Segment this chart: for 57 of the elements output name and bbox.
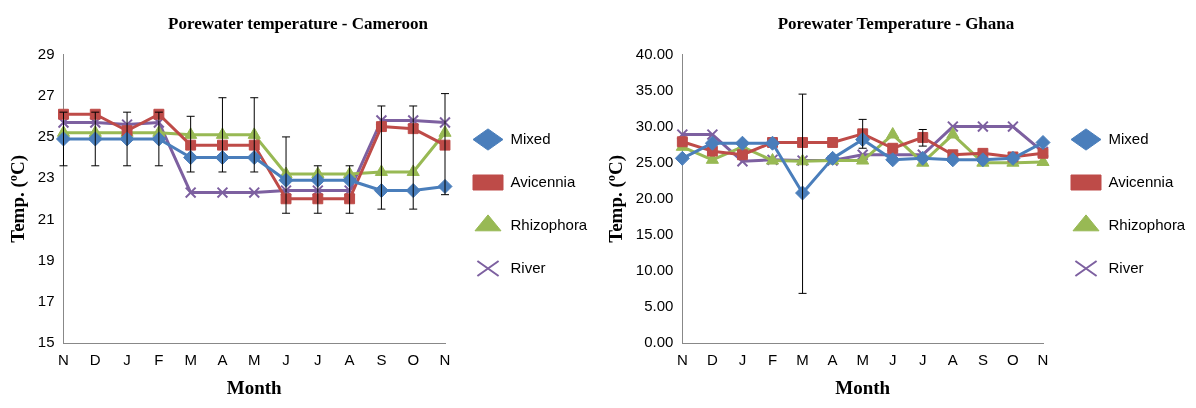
chart-title: Porewater temperature - Cameroon — [168, 13, 429, 33]
x-tick-label: J — [738, 351, 747, 369]
y-tick-label: 35.00 — [635, 80, 674, 98]
x-tick-label: N — [58, 351, 69, 369]
x-axis-title: Month — [835, 376, 891, 398]
x-tick-label: D — [89, 351, 101, 369]
x-tick-label: A — [827, 351, 838, 369]
y-tick-label: 30.00 — [635, 116, 674, 134]
x-tick-label: S — [376, 351, 387, 369]
x-tick-label: N — [439, 351, 451, 369]
y-tick-label: 15.00 — [635, 225, 674, 243]
legend-label: Avicennia — [1108, 172, 1174, 190]
y-axis-title: Temp. (ºC) — [7, 154, 30, 243]
x-tick-label: O — [1007, 351, 1019, 369]
y-tick-label: 25 — [37, 127, 55, 145]
x-axis-title: Month — [226, 376, 283, 398]
legend-label: River — [1108, 258, 1144, 276]
y-tick-label: 23 — [37, 168, 55, 186]
x-tick-label: A — [344, 351, 355, 369]
y-tick-label: 17 — [37, 292, 55, 310]
y-tick-label: 0.00 — [644, 333, 674, 351]
legend-label: Mixed — [510, 129, 551, 147]
x-tick-label: N — [1037, 351, 1049, 369]
x-tick-label: M — [856, 351, 869, 369]
x-tick-label: N — [676, 351, 688, 369]
x-tick-label: F — [154, 351, 164, 369]
legend-label: Mixed — [1108, 129, 1149, 147]
y-tick-label: 20.00 — [635, 188, 674, 206]
x-tick-label: M — [247, 351, 261, 369]
x-tick-label: F — [767, 351, 778, 369]
x-tick-label: O — [407, 351, 420, 369]
y-tick-label: 29 — [37, 44, 55, 62]
x-tick-label: D — [706, 351, 718, 369]
x-tick-label: A — [217, 351, 228, 369]
y-tick-label: 15 — [37, 333, 55, 351]
x-tick-label: A — [947, 351, 958, 369]
legend-label: River — [510, 258, 546, 276]
x-tick-label: J — [919, 351, 927, 369]
x-tick-label: S — [977, 351, 988, 369]
y-tick-label: 19 — [37, 250, 55, 268]
x-tick-label: J — [282, 351, 290, 369]
x-tick-label: J — [314, 351, 322, 369]
x-tick-label: M — [184, 351, 197, 369]
y-tick-label: 40.00 — [635, 44, 674, 62]
x-tick-label: M — [796, 351, 809, 369]
y-tick-label: 25.00 — [635, 152, 674, 170]
legend-label: Avicennia — [510, 172, 576, 190]
chart-title: Porewater Temperature - Ghana — [777, 13, 1015, 33]
y-tick-label: 5.00 — [644, 297, 674, 315]
legend-label: Rhizophora — [1108, 215, 1186, 233]
y-tick-label: 10.00 — [635, 261, 674, 279]
y-tick-label: 21 — [37, 209, 55, 227]
x-tick-label: J — [888, 351, 897, 369]
y-tick-label: 27 — [37, 85, 55, 103]
legend-label: Rhizophora — [510, 215, 588, 233]
y-axis-title: Temp. (ºC) — [605, 154, 628, 243]
x-tick-label: J — [123, 351, 131, 369]
